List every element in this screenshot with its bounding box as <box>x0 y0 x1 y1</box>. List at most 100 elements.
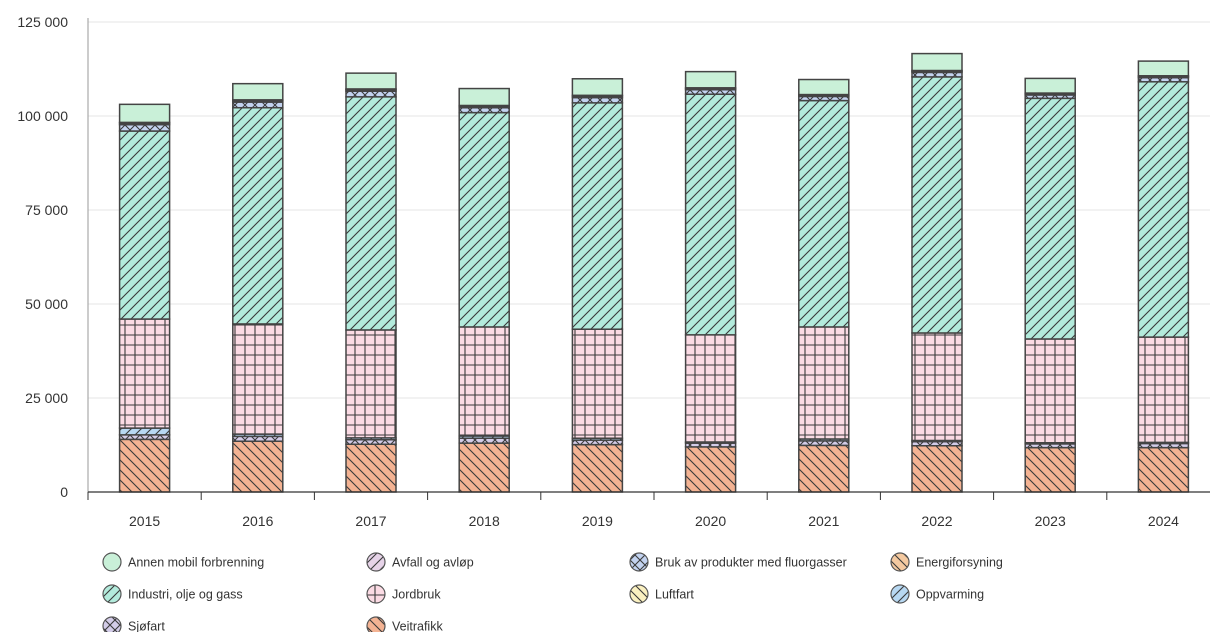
legend-item-jordbruk[interactable]: Jordbruk <box>366 584 441 604</box>
bar-stack-2018 <box>458 87 510 493</box>
x-tick-label: 2016 <box>242 513 273 529</box>
x-axis: 2015 2016 2017 2018 2019 2020 2021 2022 2023 2024 <box>87 491 1210 529</box>
legend-item-annen-mobil-forbrenning[interactable]: Annen mobil forbrenning <box>102 552 264 572</box>
bar-stack-2016 <box>232 82 284 493</box>
bar-segment-jordbruk <box>232 323 284 435</box>
bar-segment-industri-olje-og-gass <box>458 111 510 328</box>
legend-swatch <box>629 552 649 572</box>
legend-swatch <box>102 552 122 572</box>
bar-segment-jordbruk <box>118 318 171 429</box>
y-tick-label: 125 000 <box>17 14 68 30</box>
legend-swatch <box>366 616 386 632</box>
x-tick-label: 2020 <box>695 513 726 529</box>
x-tick-label: 2021 <box>808 513 839 529</box>
legend-item-industri-olje-og-gass[interactable]: Industri, olje og gass <box>102 584 243 604</box>
bar-segment-industri-olje-og-gass <box>345 96 397 331</box>
legend-item-sjofart[interactable]: Sjøfart <box>102 616 165 632</box>
bar-segment-veitrafikk <box>798 444 850 493</box>
bar-segment-veitrafikk <box>911 445 963 493</box>
bar-segment-bruk-av-produkter-med-fluorgasser <box>345 90 397 98</box>
y-tick-label: 50 000 <box>25 296 68 312</box>
bar-stack-2023 <box>1024 77 1076 493</box>
legend-label: Industri, olje og gass <box>128 588 243 602</box>
bar-segment-annen-mobil-forbrenning <box>345 72 397 90</box>
legend-item-avfall-og-avlop[interactable]: Avfall og avløp <box>366 552 474 572</box>
x-tick-label: 2019 <box>582 513 613 529</box>
x-tick-label: 2015 <box>129 513 160 529</box>
bar-segment-industri-olje-og-gass <box>911 76 963 334</box>
x-tick-label: 2024 <box>1148 513 1179 529</box>
legend-swatch <box>366 584 386 604</box>
bar-segment-annen-mobil-forbrenning <box>571 78 624 97</box>
y-axis: 0 25 000 50 000 75 000 100 000 125 000 <box>17 14 89 500</box>
bar-segment-industri-olje-og-gass <box>1137 81 1190 338</box>
bar-segment-oppvarming <box>118 427 171 436</box>
bar-segment-annen-mobil-forbrenning <box>232 82 284 101</box>
x-tick-label: 2023 <box>1035 513 1066 529</box>
bar-segment-annen-mobil-forbrenning <box>1137 60 1190 77</box>
legend-swatch <box>102 616 122 632</box>
legend-item-bruk-av-produkter-med-fluorgasser[interactable]: Bruk av produkter med fluorgasser <box>629 552 847 572</box>
bar-segment-jordbruk <box>571 328 624 439</box>
bar-stack-2022 <box>911 52 963 493</box>
bars <box>118 52 1190 493</box>
bar-segment-industri-olje-og-gass <box>232 106 284 325</box>
legend-label: Luftfart <box>655 588 694 602</box>
bar-segment-veitrafikk <box>458 442 510 493</box>
legend-label: Oppvarming <box>916 588 984 602</box>
legend-label: Avfall og avløp <box>392 556 474 570</box>
y-tick-label: 75 000 <box>25 202 68 218</box>
bar-segment-veitrafikk <box>684 446 737 493</box>
bar-segment-veitrafikk <box>232 440 284 493</box>
legend-label: Annen mobil forbrenning <box>128 556 264 570</box>
legend-swatch <box>366 552 386 572</box>
bar-segment-jordbruk <box>1024 338 1076 444</box>
legend-label: Sjøfart <box>128 620 165 632</box>
bar-segment-jordbruk <box>798 326 850 440</box>
legend-label: Bruk av produkter med fluorgasser <box>655 556 847 570</box>
y-tick-label: 25 000 <box>25 390 68 406</box>
bar-segment-jordbruk <box>458 326 510 437</box>
x-tick-label: 2017 <box>355 513 386 529</box>
y-tick-label: 0 <box>60 484 68 500</box>
bar-segment-veitrafikk <box>118 438 171 493</box>
bar-stack-2015 <box>118 103 171 493</box>
legend-label: Jordbruk <box>392 588 441 602</box>
bar-segment-jordbruk <box>684 334 737 443</box>
bar-segment-veitrafikk <box>345 443 397 493</box>
legend-label: Energiforsyning <box>916 556 1003 570</box>
bar-segment-annen-mobil-forbrenning <box>911 52 963 72</box>
bar-segment-annen-mobil-forbrenning <box>1024 77 1076 94</box>
x-tick-label: 2018 <box>469 513 500 529</box>
y-tick-label: 100 000 <box>17 108 68 124</box>
bar-segment-annen-mobil-forbrenning <box>684 70 737 89</box>
bar-segment-annen-mobil-forbrenning <box>458 87 510 107</box>
legend-item-luftfart[interactable]: Luftfart <box>629 584 694 604</box>
bar-segment-industri-olje-og-gass <box>798 99 850 328</box>
bar-segment-jordbruk <box>911 332 963 442</box>
bar-segment-annen-mobil-forbrenning <box>118 103 171 124</box>
bar-segment-veitrafikk <box>1024 446 1076 493</box>
legend-swatch <box>629 584 649 604</box>
bar-segment-veitrafikk <box>571 443 624 493</box>
bar-segment-jordbruk <box>1137 336 1190 444</box>
legend: Annen mobil forbrenning Avfall og avløp Br… <box>102 552 1003 632</box>
bar-stack-2019 <box>571 78 624 493</box>
bar-stack-2021 <box>798 78 850 493</box>
bar-segment-annen-mobil-forbrenning <box>798 78 850 96</box>
bar-stack-2024 <box>1137 60 1190 493</box>
legend-item-energiforsyning[interactable]: Energiforsyning <box>890 552 1003 572</box>
bar-segment-jordbruk <box>345 329 397 439</box>
bar-segment-bruk-av-produkter-med-fluorgasser <box>571 96 624 104</box>
legend-swatch <box>102 584 122 604</box>
legend-swatch <box>890 584 910 604</box>
bar-segment-industri-olje-og-gass <box>684 93 737 336</box>
legend-swatch <box>890 552 910 572</box>
x-tick-label: 2022 <box>921 513 952 529</box>
bar-segment-industri-olje-og-gass <box>571 102 624 330</box>
bar-stack-2017 <box>345 72 397 493</box>
legend-item-oppvarming[interactable]: Oppvarming <box>890 584 984 604</box>
legend-item-veitrafikk[interactable]: Veitrafikk <box>366 616 443 632</box>
legend-label: Veitrafikk <box>392 620 443 632</box>
